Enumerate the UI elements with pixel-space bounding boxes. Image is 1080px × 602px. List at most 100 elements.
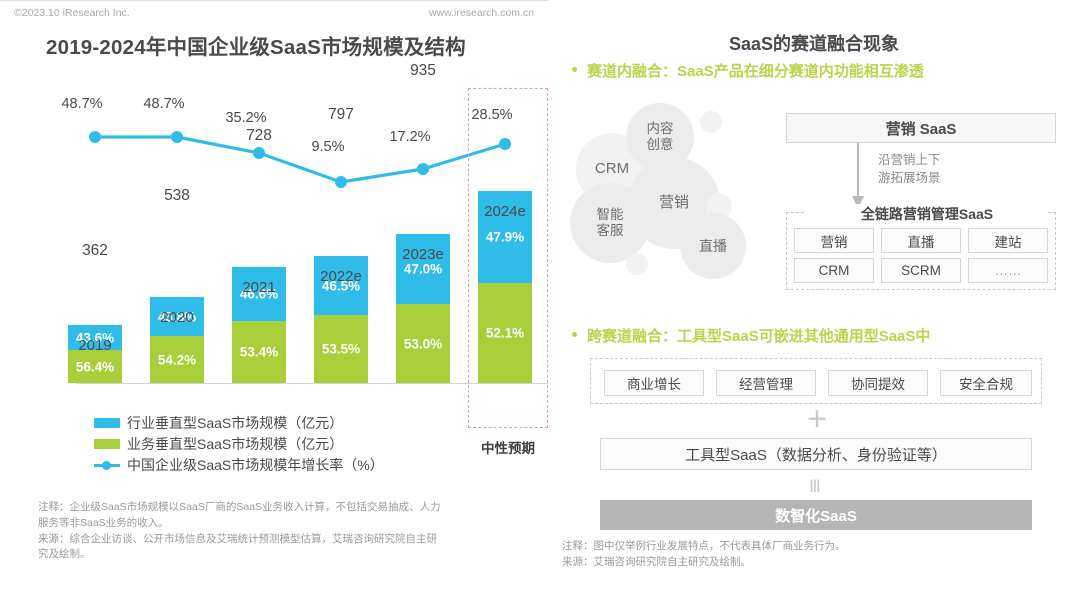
right-panel-title: SaaS的赛道融合现象 bbox=[728, 34, 900, 54]
bubble-decoration-small-3 bbox=[626, 253, 648, 275]
tile-label: 商业增长 bbox=[627, 377, 681, 392]
notes-line-2: 来源：艾瑞咨询研究院自主研究及绘制。 bbox=[562, 556, 751, 569]
bar-segment-label: 53.4% bbox=[239, 344, 279, 360]
right-notes: 注释：图中仅举例行业发展特点，不代表具体厂商业务行为。 来源：艾瑞咨询研究院自主… bbox=[562, 538, 1062, 571]
bar-segment-label: 43.6% bbox=[75, 330, 115, 345]
tile-label: 经营管理 bbox=[739, 377, 793, 392]
box-label: 营销 SaaS bbox=[885, 120, 957, 138]
bullet-label: 赛道内融合：SaaS产品在细分赛道内功能相互渗透 bbox=[587, 63, 924, 80]
full-chain-group-title: 全链路营销管理SaaS bbox=[806, 204, 1048, 224]
tile-label: 协同提效 bbox=[851, 377, 905, 392]
x-tick-2020: 2020 bbox=[160, 309, 194, 326]
box-label: 工具型SaaS（数据分析、身份验证等） bbox=[685, 446, 947, 464]
footer-copyright: ©2023.10 iResearch Inc. bbox=[14, 7, 130, 19]
bar-2023e: 935 47.0% 53.0% 2023e bbox=[396, 62, 450, 383]
bubble-label-line2: 创意 bbox=[646, 137, 674, 152]
growth-label-2022e: 9.5% bbox=[311, 139, 345, 155]
bar-segment-label: 46.5% bbox=[321, 278, 361, 293]
bar-segment-industry-2021: 46.6% bbox=[232, 267, 286, 321]
general-saas-group-box bbox=[590, 358, 1042, 404]
tile-label: CRM bbox=[818, 263, 850, 278]
legend-item-growth[interactable]: 中国企业级SaaS市场规模年增长率（%） bbox=[94, 454, 384, 475]
bullet-cross-track: 跨赛道融合：工具型SaaS可嵌进其他通用型SaaS中 bbox=[572, 325, 930, 346]
bar-total-2020: 538 bbox=[164, 187, 190, 204]
legend-swatch-icon bbox=[94, 417, 120, 428]
bubble-label: 营销 bbox=[658, 194, 689, 212]
tile-marketing[interactable]: 营销 bbox=[794, 228, 874, 253]
tile-ellipsis[interactable]: …… bbox=[968, 258, 1048, 283]
forecast-note: 中性预期 bbox=[481, 441, 535, 456]
right-panel: SaaS的赛道融合现象 赛道内融合：SaaS产品在细分赛道内功能相互渗透 CRM… bbox=[548, 0, 1080, 602]
bubble-label: CRM bbox=[594, 160, 630, 178]
bubble-decoration-small-1 bbox=[700, 111, 722, 133]
notes-line-1: 注释：图中仅举例行业发展特点，不代表具体厂商业务行为。 bbox=[562, 540, 846, 552]
tile-label: SCRM bbox=[901, 263, 941, 278]
bar-2020: 538 45.8% 54.2% 2020 bbox=[150, 187, 204, 383]
x-tick-2024e: 2024e bbox=[484, 203, 526, 220]
growth-label-2024e: 28.5% bbox=[471, 107, 513, 123]
tile-label: 直播 bbox=[907, 234, 935, 250]
left-panel: 2019-2024年中国企业级SaaS市场规模及结构 48.7% 48.7% 3… bbox=[0, 0, 548, 563]
bar-segment-business-2020: 54.2% bbox=[150, 336, 204, 383]
x-tick-2021: 2021 bbox=[242, 279, 276, 296]
bullet-dot-icon bbox=[572, 332, 577, 337]
footer-url[interactable]: www.iresearch.com.cn bbox=[428, 7, 534, 19]
bubble-label: 直播 bbox=[699, 237, 727, 254]
growth-label-2019: 48.7% bbox=[61, 96, 103, 112]
bar-segment-business-2019: 56.4% bbox=[68, 350, 122, 383]
legend-label: 业务垂直型SaaS市场规模（亿元） bbox=[127, 435, 344, 452]
x-tick-2023e: 2023e bbox=[402, 246, 444, 263]
bar-segment-business-2023e: 53.0% bbox=[396, 304, 450, 383]
tile-collaboration[interactable]: 协同提效 bbox=[828, 370, 928, 396]
notes-line-1: 注释：企业级SaaS市场规模以SaaS厂商的SaaS业务收入计算，不包括交易抽成… bbox=[38, 501, 441, 513]
box-marketing-saas[interactable]: 营销 SaaS bbox=[786, 113, 1056, 143]
tile-security-compliance[interactable]: 安全合规 bbox=[940, 370, 1032, 396]
bar-segment-label: 54.2% bbox=[157, 352, 197, 367]
bubble-label-line1: 内容 bbox=[646, 121, 674, 137]
bubble-label-line1: 智能 bbox=[596, 207, 624, 223]
tile-website-build[interactable]: 建站 bbox=[968, 228, 1048, 253]
arrow-annotation-line1: 沿营销上下 bbox=[878, 153, 941, 167]
arrow-annotation-line2: 游拓展场景 bbox=[878, 171, 941, 185]
bar-2024e: 1201 47.9% 52.1% 2024e bbox=[478, 191, 532, 383]
tile-operations-mgmt[interactable]: 经营管理 bbox=[716, 370, 816, 396]
growth-rate-line bbox=[89, 131, 511, 188]
bar-segment-industry-2023e: 47.0% bbox=[396, 234, 450, 304]
bar-segment-industry-2019: 43.6% bbox=[68, 325, 122, 350]
x-tick-2022e: 2022e bbox=[320, 268, 362, 285]
growth-label-2020: 48.7% bbox=[143, 96, 185, 112]
bar-segment-business-2021: 53.4% bbox=[232, 321, 286, 383]
x-axis-line bbox=[76, 383, 548, 384]
bar-2022e: 797 46.5% 53.5% 2022e bbox=[314, 106, 368, 383]
left-notes: 注释：企业级SaaS市场规模以SaaS厂商的SaaS业务收入计算，不包括交易抽成… bbox=[38, 500, 528, 563]
bar-segment-business-2022e: 53.5% bbox=[314, 315, 368, 383]
bullet-intra-track: 赛道内融合：SaaS产品在细分赛道内功能相互渗透 bbox=[572, 60, 924, 81]
bubble-smart-service[interactable]: 智能 客服 bbox=[570, 183, 650, 263]
bar-segment-industry-2022e: 46.5% bbox=[314, 256, 368, 315]
tile-scrm[interactable]: SCRM bbox=[881, 258, 961, 283]
notes-line-2: 服务等非SaaS业务的收入。 bbox=[38, 516, 169, 529]
bar-segment-label: 52.1% bbox=[485, 325, 525, 341]
tile-livestream[interactable]: 直播 bbox=[881, 228, 961, 253]
legend-item-industry[interactable]: 行业垂直型SaaS市场规模（亿元） bbox=[94, 412, 384, 433]
bar-segment-industry-2024e: 47.9% bbox=[478, 191, 532, 283]
tile-label: 建站 bbox=[994, 234, 1022, 250]
notes-line-4: 究及绘制。 bbox=[38, 548, 91, 561]
legend-swatch-icon bbox=[94, 438, 120, 449]
legend-label: 行业垂直型SaaS市场规模（亿元） bbox=[127, 414, 344, 431]
tile-crm[interactable]: CRM bbox=[794, 258, 874, 283]
bar-total-2022e: 797 bbox=[328, 106, 354, 123]
bubble-livestream[interactable]: 直播 bbox=[680, 213, 746, 279]
tile-business-growth[interactable]: 商业增长 bbox=[604, 370, 704, 396]
box-tool-saas[interactable]: 工具型SaaS（数据分析、身份验证等） bbox=[600, 438, 1032, 470]
box-intelligent-saas[interactable]: 数智化SaaS bbox=[600, 500, 1032, 530]
bar-2019: 362 43.6% 56.4% 2019 bbox=[68, 242, 122, 383]
bar-segment-label: 53.0% bbox=[403, 336, 443, 351]
box-label: 数智化SaaS bbox=[775, 507, 857, 525]
bar-segment-industry-2020: 45.8% bbox=[150, 297, 204, 336]
bullet-dot-icon bbox=[572, 67, 577, 72]
bullet-label: 跨赛道融合：工具型SaaS可嵌进其他通用型SaaS中 bbox=[587, 328, 931, 345]
bar-segment-business-2024e: 52.1% bbox=[478, 283, 532, 383]
legend-item-business[interactable]: 业务垂直型SaaS市场规模（亿元） bbox=[94, 433, 384, 454]
